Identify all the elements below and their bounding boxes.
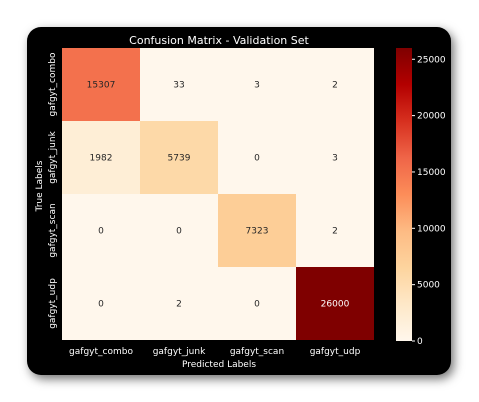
x-tick-label: gafgyt_junk [153,347,206,357]
cell-value-label: 0 [98,300,104,310]
heatmap-cell [62,48,140,121]
heatmap-cell [218,48,296,121]
cell-value-label: 3 [332,154,338,164]
heatmap-cell [218,267,296,340]
cell-value-label: 15307 [87,81,116,91]
y-tick-label: gafgyt_udp [48,278,58,329]
heatmap-cell [296,48,374,121]
y-tick-labels: gafgyt_combo gafgyt_junk gafgyt_scangafgyt… [48,52,58,329]
heatmap-cell [296,267,374,340]
heatmap-cell [296,194,374,267]
heatmap-cell [296,121,374,194]
x-tick-label: gafgyt_combo [69,347,133,357]
cell-value-label: 1982 [90,154,113,164]
x-tick-label: gafgyt_udp [310,347,361,357]
heatmap-cell [140,48,218,121]
x-tick-labels: gafgyt_combo gafgyt_junk gafgyt_scan gafgyt… [69,347,361,357]
cell-value-label: 26000 [321,300,350,310]
cell-value-label: 2 [176,300,182,310]
cell-value-label: 33 [173,81,184,91]
heatmap-cell [62,194,140,267]
colorbar-tick-label: 0 [417,337,423,347]
y-tick-label: gafgyt_combo [48,52,58,116]
colorbar-tick-label: 20000 [417,112,446,122]
y-tick-label: gafgyt_junk [48,130,58,183]
cell-value-label: 2 [332,227,338,237]
y-axis-label: True Labels [35,160,45,212]
x-tick-label: gafgyt_scan [230,347,284,357]
cell-value-label: 0 [254,154,260,164]
cell-value-label: 7323 [246,227,269,237]
heatmap-cell [140,194,218,267]
colorbar-tick-label: 25000 [417,55,446,65]
colorbar-ticks: 0 5000 10000 15000 20000 25000 [412,55,446,347]
cell-value-label: 0 [176,227,182,237]
chart-title: Confusion Matrix - Validation Set [129,34,309,47]
cell-value-label: 5739 [168,154,191,164]
colorbar-tick-label: 10000 [417,224,446,234]
colorbar-tick-label: 15000 [417,168,446,178]
y-tick-label: gafgyt_scan [48,203,58,257]
heatmap-cell [218,194,296,267]
colorbar [396,48,412,341]
cell-value-label: 2 [332,81,338,91]
heatmap-cell [140,121,218,194]
x-axis-label: Predicted Labels [182,360,256,370]
heatmap-cell [140,267,218,340]
heatmap-cell [62,267,140,340]
cell-value-label: 0 [98,227,104,237]
heatmap-cell [218,121,296,194]
cell-value-label: 3 [254,81,260,91]
cell-value-label: 0 [254,300,260,310]
heatmap-cell [62,121,140,194]
colorbar-tick-label: 5000 [417,281,440,291]
